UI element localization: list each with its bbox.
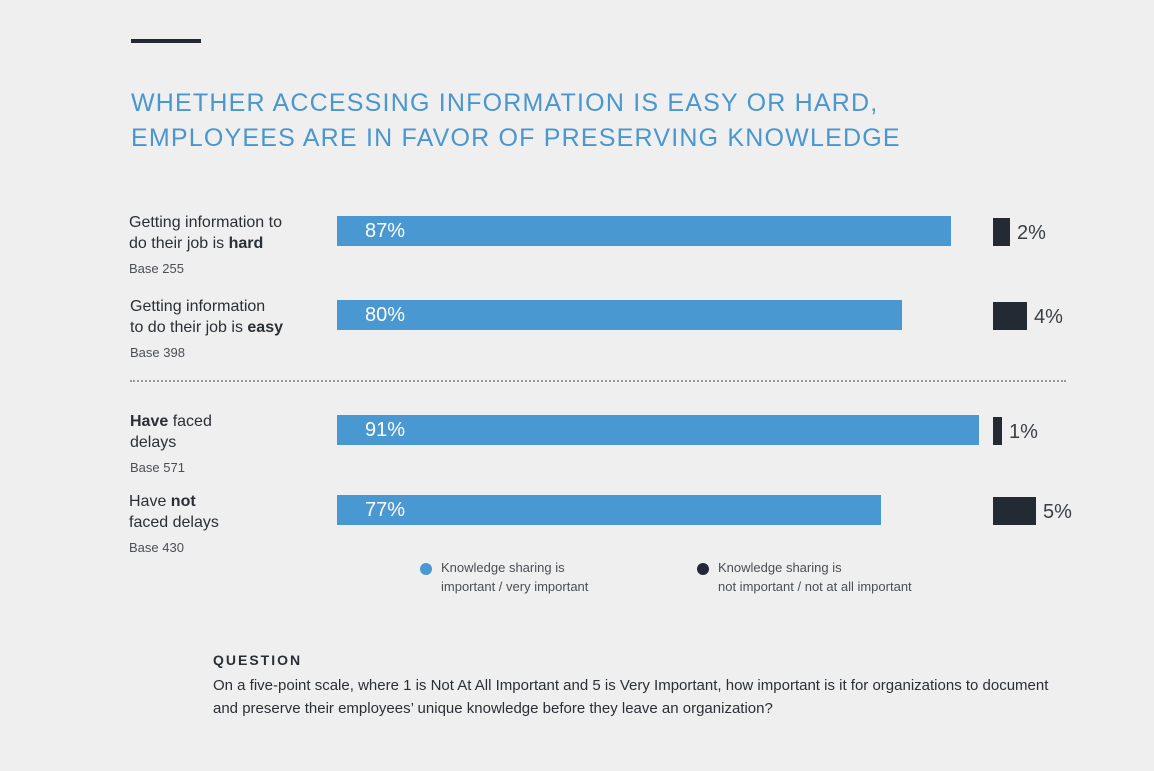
- bar-not-important-label: 2%: [1017, 222, 1046, 244]
- category-label: Have not faced delays Base 430: [129, 491, 219, 558]
- bar-important: 91%: [337, 415, 979, 445]
- chart-title-line-1: WHETHER ACCESSING INFORMATION IS EASY OR…: [131, 89, 879, 117]
- top-accent-rule: [131, 39, 201, 43]
- category-label-segment: easy: [247, 319, 283, 336]
- category-label: Getting information to do their job is ea…: [130, 296, 283, 363]
- category-label-segment: delays: [130, 434, 177, 451]
- category-label-segment: to do their job is: [130, 319, 248, 336]
- legend-dot: [697, 563, 709, 575]
- category-label-line: to do their job is easy: [130, 317, 283, 338]
- bar-important: 77%: [337, 495, 881, 525]
- bar-not-important: [993, 218, 1010, 246]
- category-label-segment: do their job is: [129, 235, 229, 252]
- chart-title-line-2: EMPLOYEES ARE IN FAVOR OF PRESERVING KNO…: [131, 124, 901, 152]
- category-base: Base 255: [129, 261, 184, 276]
- category-label: Have faced delays Base 571: [130, 411, 212, 478]
- legend-entry-line: not important / not at all important: [718, 579, 912, 594]
- category-label-segment: Have: [130, 413, 169, 430]
- bar-important: 80%: [337, 300, 902, 330]
- category-label-line: Getting information to: [129, 212, 282, 233]
- bar-not-important: [993, 417, 1002, 445]
- bar-important-label: 77%: [365, 499, 406, 521]
- category-label-segment: hard: [228, 235, 264, 252]
- category-base: Base 398: [130, 345, 185, 360]
- category-label-segment: Getting information to: [129, 214, 282, 231]
- category-base: Base 430: [129, 540, 184, 555]
- legend-entry: Knowledge sharing is not important / not …: [718, 558, 912, 596]
- legend-entry-line: Knowledge sharing is: [718, 560, 842, 575]
- category-label-line: Have faced: [130, 411, 212, 432]
- category-label-line: Getting information: [130, 296, 283, 317]
- question-heading: QUESTION: [213, 652, 303, 668]
- category-label-line: delays: [130, 432, 212, 453]
- category-label-line: faced delays: [129, 512, 219, 533]
- chart-title: WHETHER ACCESSING INFORMATION IS EASY OR…: [131, 86, 1031, 156]
- category-base: Base 571: [130, 460, 185, 475]
- category-label: Getting information to do their job is ha…: [129, 212, 282, 279]
- legend-dot: [420, 563, 432, 575]
- bar-not-important: [993, 302, 1027, 330]
- question-text: On a five-point scale, where 1 is Not At…: [213, 677, 1049, 717]
- category-label-segment: not: [170, 493, 196, 510]
- group-divider: [130, 380, 1066, 382]
- bar-not-important-label: 5%: [1043, 501, 1072, 523]
- category-label-segment: Getting information: [130, 298, 266, 315]
- legend-entry-line: important / very important: [441, 579, 589, 594]
- bar-not-important-label: 4%: [1034, 306, 1063, 328]
- bar-not-important: [993, 497, 1036, 525]
- bar-important-label: 91%: [365, 419, 406, 441]
- bar-important-label: 87%: [365, 220, 406, 242]
- bar-important: 87%: [337, 216, 951, 246]
- category-label-segment: faced: [168, 413, 212, 430]
- category-label-line: Have not: [129, 491, 219, 512]
- bar-important-label: 80%: [365, 304, 406, 326]
- category-label-segment: faced delays: [129, 514, 219, 531]
- legend-entry-line: Knowledge sharing is: [441, 560, 565, 575]
- category-label-segment: Have: [129, 493, 171, 510]
- legend-entry: Knowledge sharing is important / very imp…: [441, 558, 588, 596]
- category-label-line: do their job is hard: [129, 233, 282, 254]
- bar-not-important-label: 1%: [1009, 421, 1038, 443]
